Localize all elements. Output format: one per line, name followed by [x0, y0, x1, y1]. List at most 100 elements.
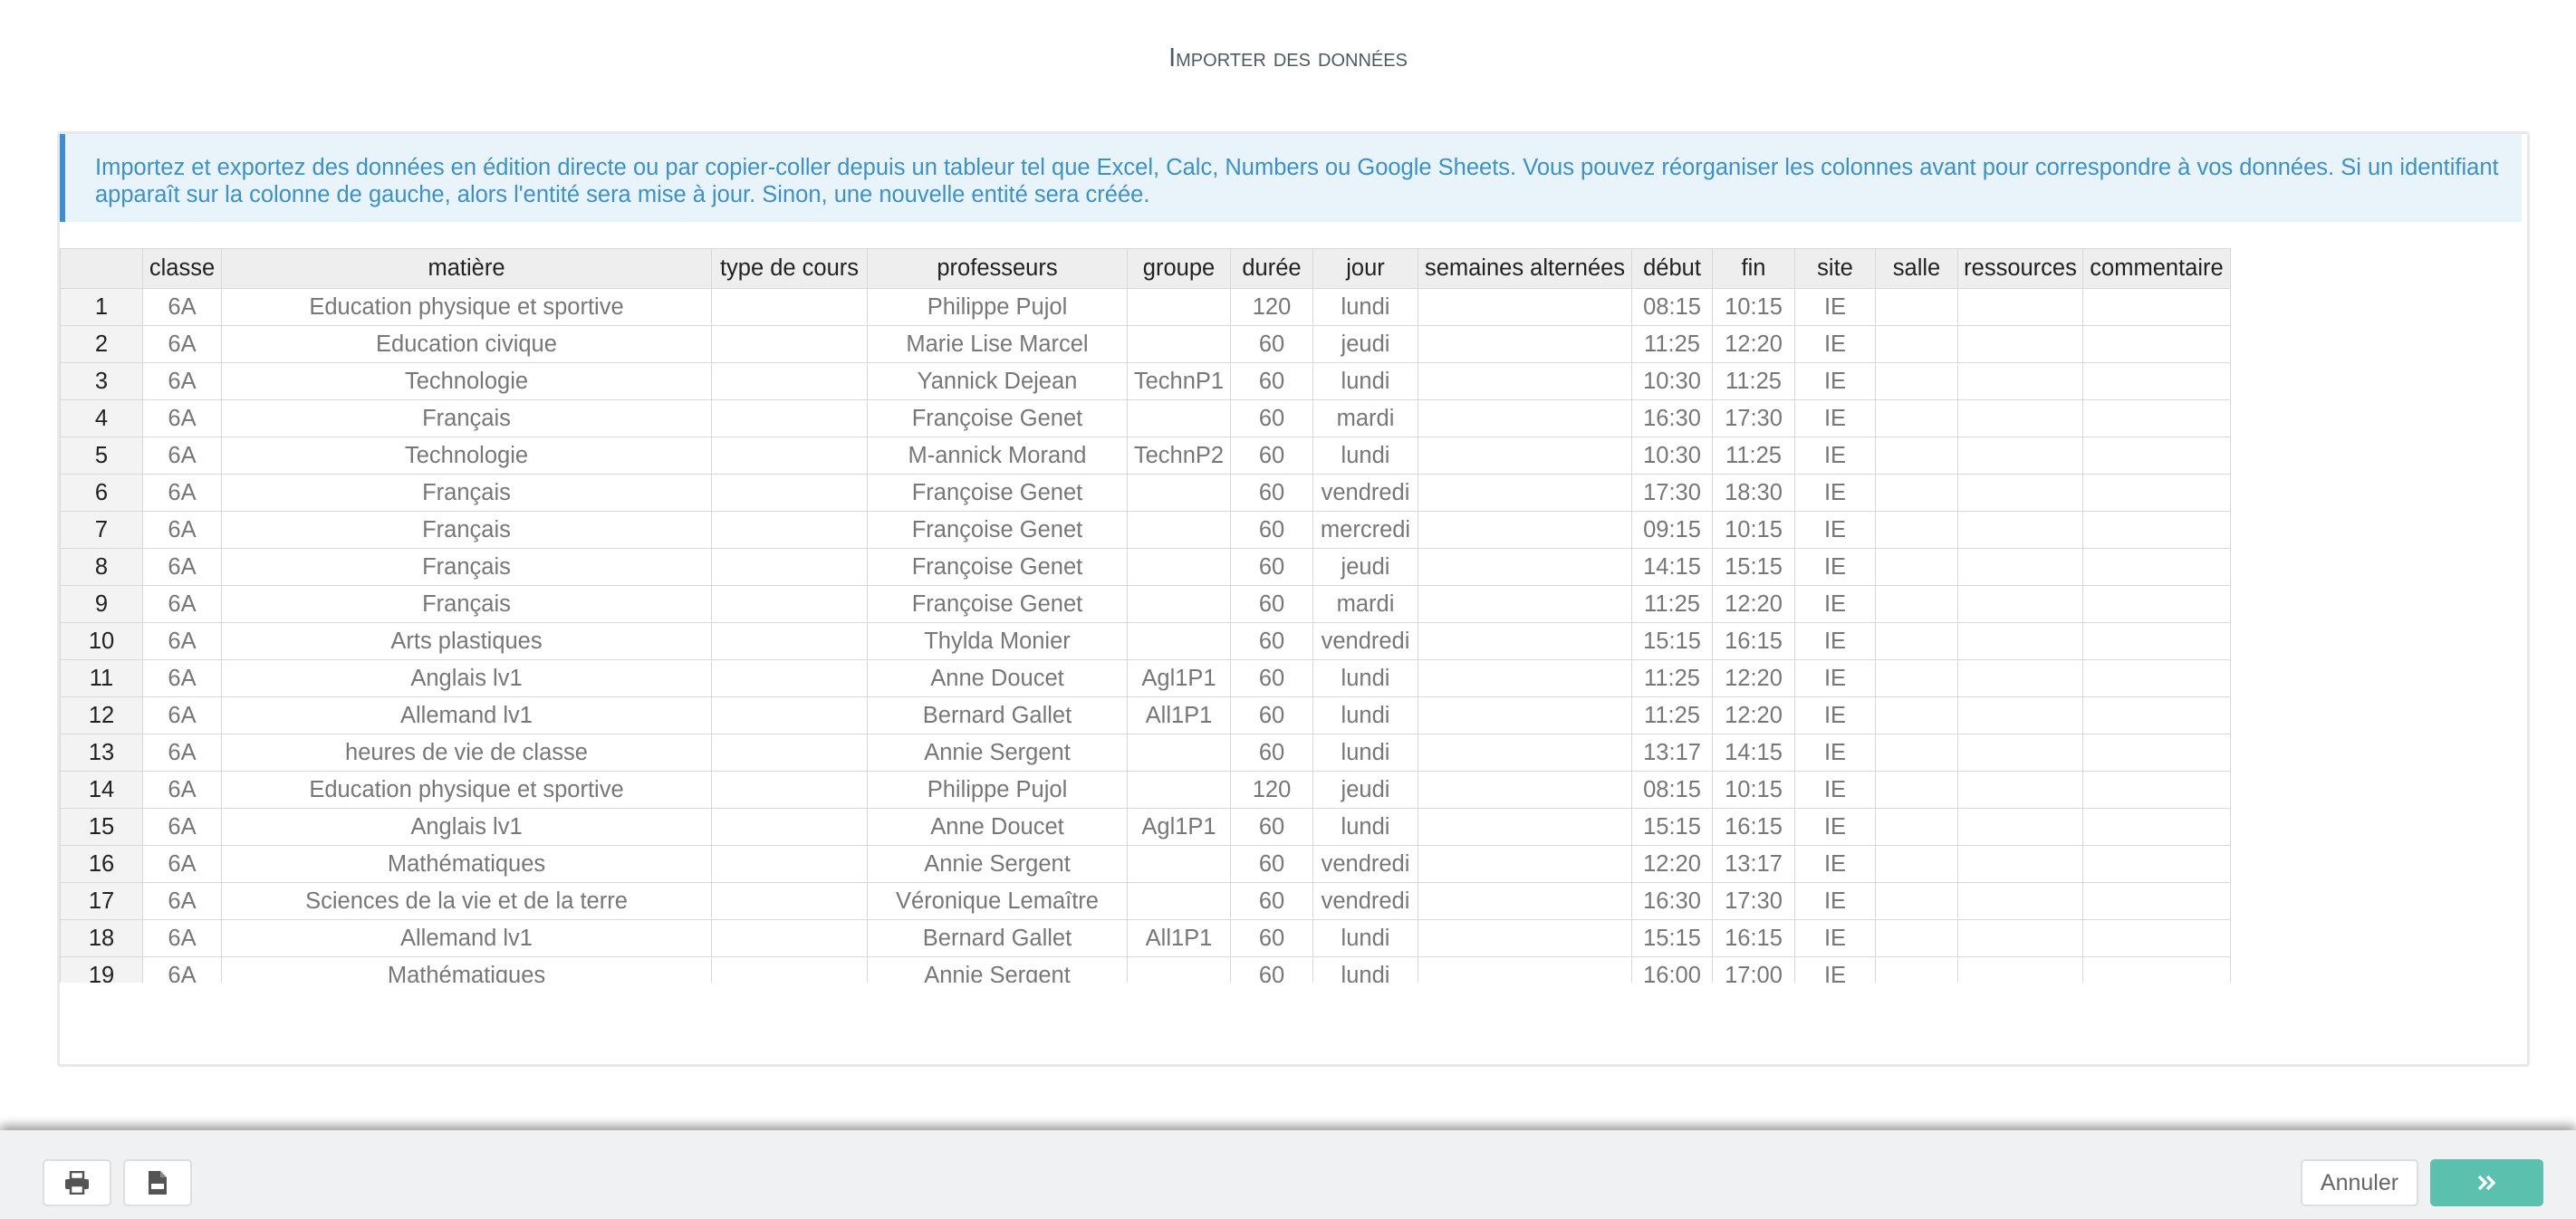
- table-cell: 17:30: [1631, 474, 1713, 512]
- table-cell: Français: [221, 399, 712, 437]
- table-cell: Allemand lv1: [221, 696, 712, 734]
- table-cell: Français: [221, 585, 712, 623]
- table-cell: 60: [1230, 548, 1313, 586]
- table-cell: [1875, 845, 1958, 883]
- table-cell: 6A: [142, 474, 222, 512]
- table-cell: [711, 622, 868, 660]
- next-icon: [2477, 1175, 2495, 1191]
- table-cell: [1418, 325, 1632, 363]
- table-cell: [1875, 288, 1958, 326]
- table-cell: [2082, 808, 2231, 846]
- table-row: 5 6A Technologie M-annick Morand TechnP2 60 lu…: [60, 437, 2231, 475]
- table-cell: 60: [1230, 399, 1313, 437]
- table-cell: [1418, 548, 1632, 586]
- table-cell: Françoise Genet: [867, 399, 1128, 437]
- row-number: 8: [60, 548, 143, 586]
- table-cell: Véronique Lemaître: [867, 882, 1128, 920]
- table-row: 11 6A Anglais lv1 Anne Doucet Agl1P1 60 lundi 1…: [60, 659, 2231, 697]
- table-cell: [1127, 288, 1231, 326]
- table-cell: [1875, 325, 1958, 363]
- table-cell: [2082, 585, 2231, 623]
- table-cell: Françoise Genet: [867, 511, 1128, 549]
- table-cell: vendredi: [1312, 622, 1418, 660]
- table-cell: 09:15: [1631, 511, 1713, 549]
- table-cell: Anne Doucet: [867, 808, 1128, 846]
- table-cell: [1875, 659, 1958, 697]
- table-cell: [2082, 771, 2231, 809]
- table-cell: Agl1P1: [1127, 659, 1231, 697]
- table-cell: [1957, 734, 2083, 772]
- table-cell: 12:20: [1712, 659, 1795, 697]
- row-number: 3: [60, 362, 143, 400]
- table-cell: 6A: [142, 956, 222, 983]
- table-cell: [1957, 808, 2083, 846]
- csv-button[interactable]: [123, 1159, 192, 1206]
- table-cell: [1957, 362, 2083, 400]
- table-cell: jeudi: [1312, 548, 1418, 586]
- table-cell: 17:30: [1712, 882, 1795, 920]
- table-cell: 15:15: [1712, 548, 1795, 586]
- table-cell: lundi: [1312, 362, 1418, 400]
- table-cell: 6A: [142, 399, 222, 437]
- table-row: 10 6A Arts plastiques Thylda Monier 60 vendre…: [60, 622, 2231, 660]
- column-header: fin: [1712, 248, 1795, 289]
- row-number: 11: [60, 659, 143, 697]
- table-cell: [2082, 734, 2231, 772]
- row-number: 9: [60, 585, 143, 623]
- row-number: 5: [60, 437, 143, 475]
- table-cell: TechnP1: [1127, 362, 1231, 400]
- column-header: semaines alternées: [1418, 248, 1632, 289]
- table-cell: 6A: [142, 622, 222, 660]
- table-cell: 10:15: [1712, 511, 1795, 549]
- table-cell: [1957, 585, 2083, 623]
- table-cell: [2082, 399, 2231, 437]
- spreadsheet: classe matière type de cours professeurs gro…: [60, 248, 2234, 983]
- row-number: 18: [60, 919, 143, 957]
- table-cell: lundi: [1312, 956, 1418, 983]
- table-cell: 6A: [142, 548, 222, 586]
- table-cell: 12:20: [1712, 696, 1795, 734]
- table-cell: [1957, 956, 2083, 983]
- table-cell: [1418, 362, 1632, 400]
- table-cell: [2082, 362, 2231, 400]
- table-cell: [1957, 845, 2083, 883]
- table-cell: [711, 808, 868, 846]
- cancel-button[interactable]: Annuler: [2301, 1159, 2418, 1206]
- column-header: type de cours: [711, 248, 868, 289]
- table-row: 15 6A Anglais lv1 Anne Doucet Agl1P1 60 lundi 1…: [60, 808, 2231, 846]
- table-cell: [1418, 659, 1632, 697]
- table-cell: 6A: [142, 585, 222, 623]
- table-cell: [1875, 734, 1958, 772]
- print-button[interactable]: [43, 1159, 111, 1206]
- table-cell: Philippe Pujol: [867, 288, 1128, 326]
- table-cell: 16:30: [1631, 399, 1713, 437]
- table-cell: [1418, 734, 1632, 772]
- table-cell: Mathématiques: [221, 956, 712, 983]
- table-cell: [1957, 288, 2083, 326]
- row-number: 13: [60, 734, 143, 772]
- table-cell: [711, 325, 868, 363]
- table-cell: 6A: [142, 882, 222, 920]
- table-cell: lundi: [1312, 659, 1418, 697]
- table-cell: 60: [1230, 511, 1313, 549]
- table-row: 19 6A Mathématiques Annie Sergent 60 lundi 16:…: [60, 956, 2231, 983]
- table-cell: [1418, 808, 1632, 846]
- table-cell: 10:30: [1631, 437, 1713, 475]
- table-cell: 60: [1230, 437, 1313, 475]
- table-cell: mardi: [1312, 399, 1418, 437]
- table-cell: [1957, 622, 2083, 660]
- table-cell: 11:25: [1712, 362, 1795, 400]
- table-cell: IE: [1794, 845, 1876, 883]
- table-cell: [1418, 474, 1632, 512]
- column-header: jour: [1312, 248, 1418, 289]
- table-cell: IE: [1794, 362, 1876, 400]
- table-cell: 60: [1230, 659, 1313, 697]
- table-cell: IE: [1794, 771, 1876, 809]
- table-cell: Marie Lise Marcel: [867, 325, 1128, 363]
- table-cell: 15:15: [1631, 919, 1713, 957]
- table-cell: TechnP2: [1127, 437, 1231, 475]
- table-cell: [1875, 956, 1958, 983]
- table-cell: [2082, 696, 2231, 734]
- next-button[interactable]: [2430, 1159, 2543, 1206]
